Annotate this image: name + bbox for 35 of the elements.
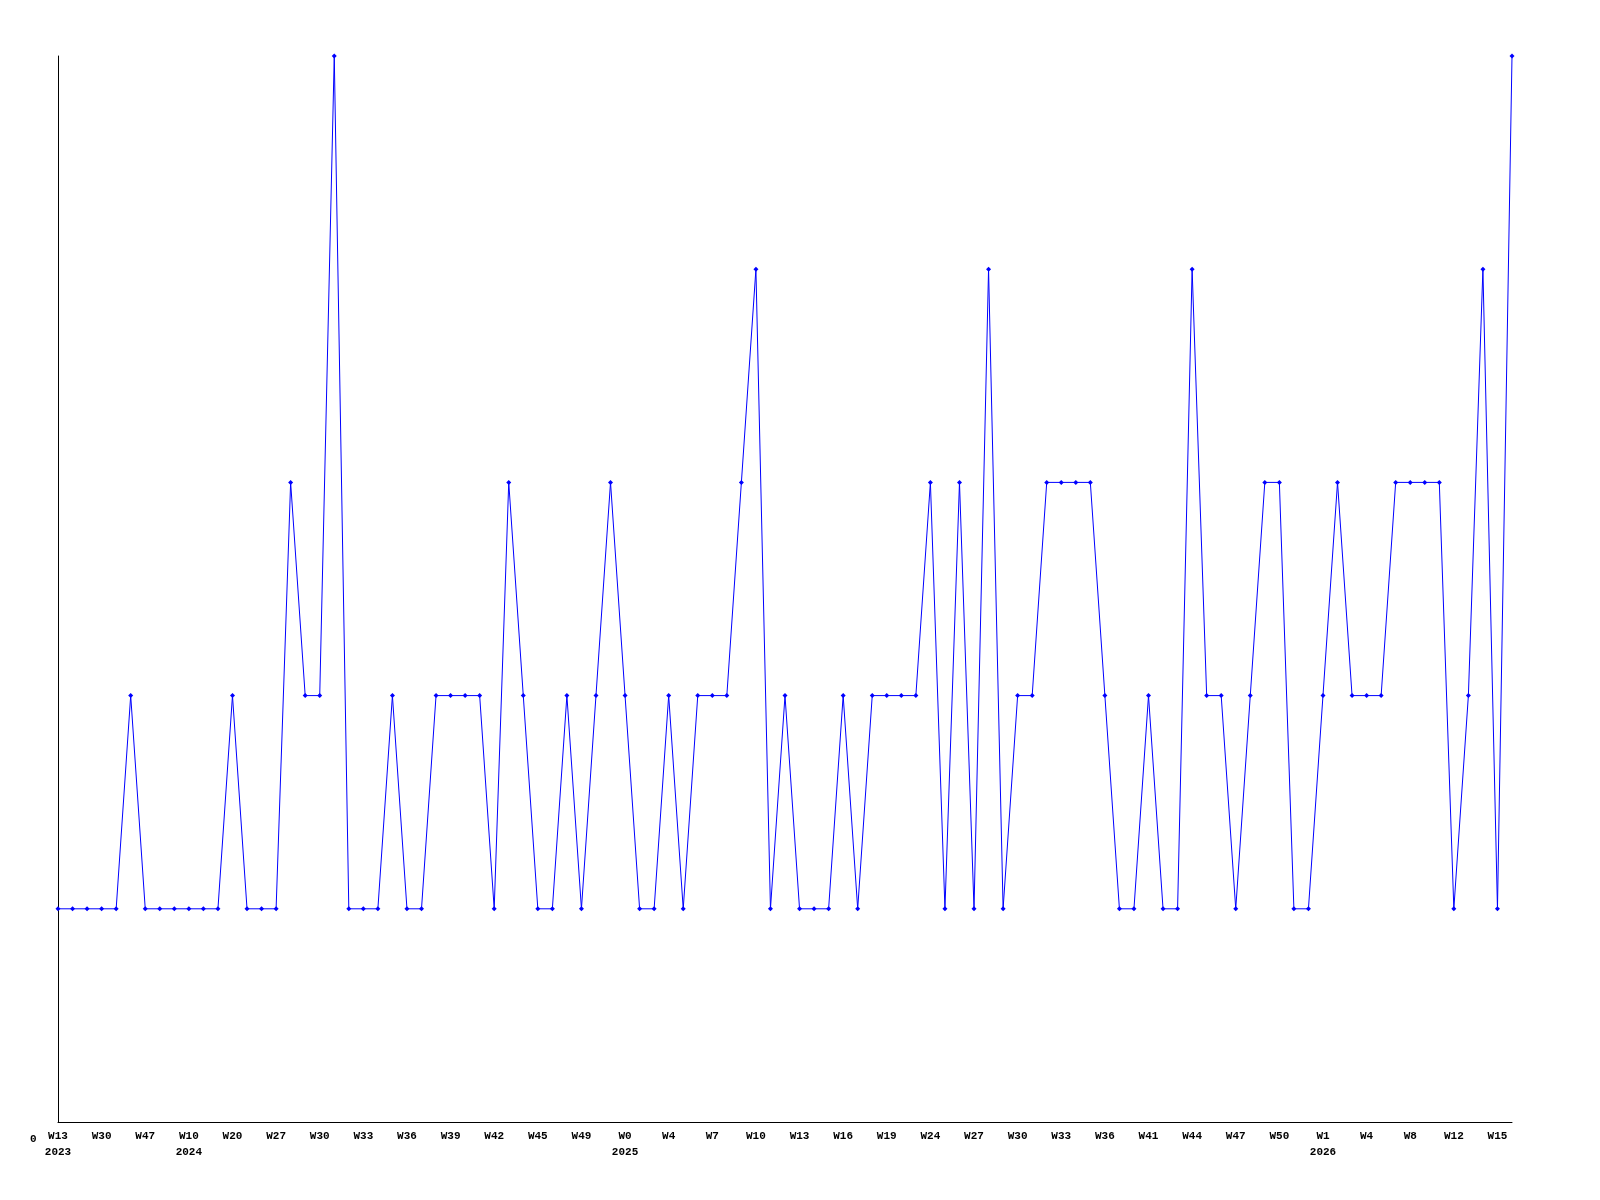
x-tick-label: W15 xyxy=(1487,1130,1508,1142)
x-tick-label: W16 xyxy=(833,1130,854,1142)
x-tick-label: W36 xyxy=(397,1130,417,1142)
x-tick-label: W39 xyxy=(440,1130,461,1142)
x-tick-label: W30 xyxy=(309,1130,330,1142)
x-tick-label: W12 xyxy=(1443,1130,1464,1142)
x-tick-label: W41 xyxy=(1138,1130,1159,1142)
x-tick-label: W13 xyxy=(789,1130,810,1142)
x-tick-label: W45 xyxy=(527,1130,549,1142)
x-tick-label: W33 xyxy=(1051,1130,1072,1142)
x-tick-label: W4 xyxy=(662,1130,676,1142)
x-tick-label: W4 xyxy=(1360,1130,1374,1142)
x-tick-label: W33 xyxy=(353,1130,374,1142)
x-tick-label: W27 xyxy=(266,1130,287,1142)
x-tick-label: W27 xyxy=(964,1130,984,1142)
x-tick-label: W0 2025 xyxy=(611,1130,639,1158)
x-tick-label: W30 xyxy=(1007,1130,1028,1142)
x-tick-label: W8 xyxy=(1403,1130,1418,1142)
x-tick-label: W49 xyxy=(571,1130,592,1142)
x-tick-label: W13 2023 xyxy=(44,1130,72,1158)
x-tick-label: W20 xyxy=(222,1130,243,1142)
x-tick-label: W30 xyxy=(91,1130,112,1142)
x-tick-label: W36 xyxy=(1094,1130,1115,1142)
x-tick-label: W44 xyxy=(1182,1130,1203,1142)
x-tick-label: W19 xyxy=(876,1130,897,1142)
x-tick-label: W42 xyxy=(484,1130,505,1142)
x-tick-label: W47 xyxy=(135,1130,156,1142)
x-tick-label: W24 xyxy=(920,1130,941,1142)
x-tick-label: W7 xyxy=(705,1130,719,1142)
text: 0 xyxy=(30,1132,37,1145)
x-tick-label: W10 xyxy=(746,1130,766,1142)
x-tick-label: W1 2026 xyxy=(1309,1130,1337,1158)
x-tick-label: W47 xyxy=(1225,1130,1246,1142)
x-tick-label: W50 xyxy=(1269,1130,1290,1142)
x-tick-label: W10 2024 xyxy=(175,1130,203,1158)
